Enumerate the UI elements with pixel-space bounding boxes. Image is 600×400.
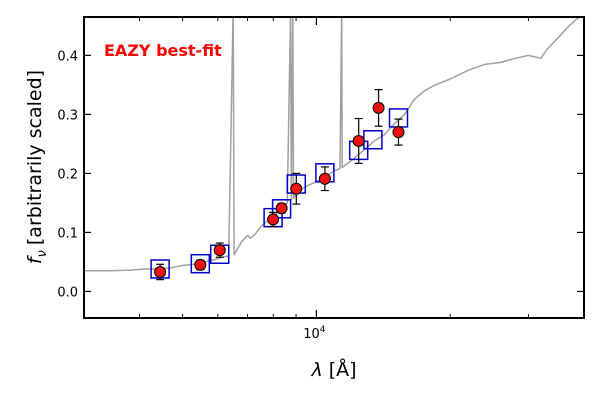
data-point-3 — [213, 244, 226, 257]
x-axis-unit: [Å] — [329, 358, 357, 381]
data-point-10 — [392, 126, 405, 139]
y-tick-label-0: 0.0 — [57, 285, 78, 300]
y-tick-label-1: 0.1 — [57, 226, 78, 241]
y-tick-label-2: 0.2 — [57, 167, 78, 182]
data-point-6 — [290, 182, 303, 195]
plot-frame — [83, 16, 585, 319]
y-tick-label-4: 0.4 — [57, 49, 78, 64]
y-axis-text: [arbitrarily scaled] — [24, 70, 46, 245]
eazy-best-fit-annotation: EAZY best-fit — [104, 41, 222, 60]
y-axis-subscript: ν — [35, 250, 50, 257]
data-point-2 — [194, 258, 207, 271]
x-axis-title: λ [Å] — [310, 358, 356, 381]
y-axis-symbol: f — [24, 254, 46, 264]
model-box-2 — [190, 253, 211, 274]
x-tick-label-0: 104 — [303, 325, 326, 342]
y-axis-title: fν [arbitrarily scaled] — [24, 70, 50, 264]
x-axis-symbol: λ — [310, 359, 322, 381]
sed-line — [84, 17, 581, 272]
y-tick-label-3: 0.3 — [57, 108, 78, 123]
data-point-5 — [275, 202, 288, 215]
data-point-7 — [318, 172, 331, 185]
data-point-1 — [154, 265, 167, 278]
data-point-9 — [372, 101, 385, 114]
data-point-8 — [352, 134, 365, 147]
model-box-9 — [363, 130, 383, 150]
model-box-5 — [271, 199, 292, 219]
data-point-4 — [267, 213, 280, 226]
x-tick-label-exponent-0: 4 — [320, 325, 326, 335]
